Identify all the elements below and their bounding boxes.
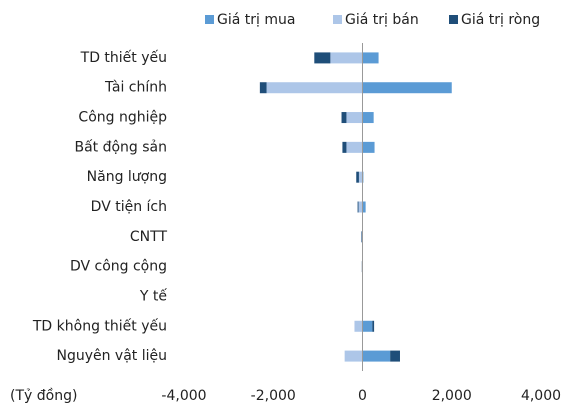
legend-swatch [333, 15, 342, 24]
bar [363, 112, 374, 123]
x-axis-label: (Tỷ đồng) [10, 387, 77, 404]
y-tick-label: Nguyên vật liệu [56, 348, 167, 364]
bar [346, 142, 362, 153]
y-tick-label: CNTT [130, 229, 168, 245]
y-tick-label: Năng lượng [87, 169, 167, 185]
legend-swatch [205, 15, 214, 24]
y-tick-label: DV tiện ích [91, 199, 167, 215]
y-tick-label: TD thiết yếu [80, 49, 167, 66]
bar [345, 351, 363, 362]
x-tick-label: 0 [358, 388, 367, 404]
y-tick-label: Tài chính [104, 80, 167, 96]
bar [359, 172, 363, 183]
x-tick-label: 4,000 [521, 388, 561, 404]
bar [372, 321, 374, 332]
x-tick-label: -4,000 [161, 388, 206, 404]
bar [390, 351, 400, 362]
bar [354, 321, 362, 332]
bar [342, 142, 346, 153]
y-tick-label: Y tế [139, 287, 167, 304]
bar [267, 82, 363, 93]
legend-label: Giá trị ròng [461, 12, 540, 28]
bar [363, 321, 373, 332]
bar [358, 202, 359, 213]
bar [358, 202, 362, 213]
bar [342, 112, 347, 123]
bar [363, 52, 379, 63]
bar [363, 82, 452, 93]
bar [346, 112, 362, 123]
bar [314, 52, 330, 63]
bar [356, 172, 359, 183]
legend-label: Giá trị bán [345, 12, 419, 28]
y-tick-label: TD không thiết yếu [32, 317, 167, 334]
legend-swatch [449, 15, 458, 24]
y-tick-label: Công nghiệp [78, 110, 167, 126]
legend-label: Giá trị mua [217, 12, 295, 28]
y-tick-label: DV công cộng [70, 259, 167, 275]
y-tick-label: Bất động sản [74, 139, 167, 155]
x-tick-label: -2,000 [251, 388, 296, 404]
bar [363, 142, 375, 153]
bar [260, 82, 267, 93]
x-tick-label: 2,000 [432, 388, 472, 404]
bar [363, 351, 391, 362]
bar [330, 52, 362, 63]
